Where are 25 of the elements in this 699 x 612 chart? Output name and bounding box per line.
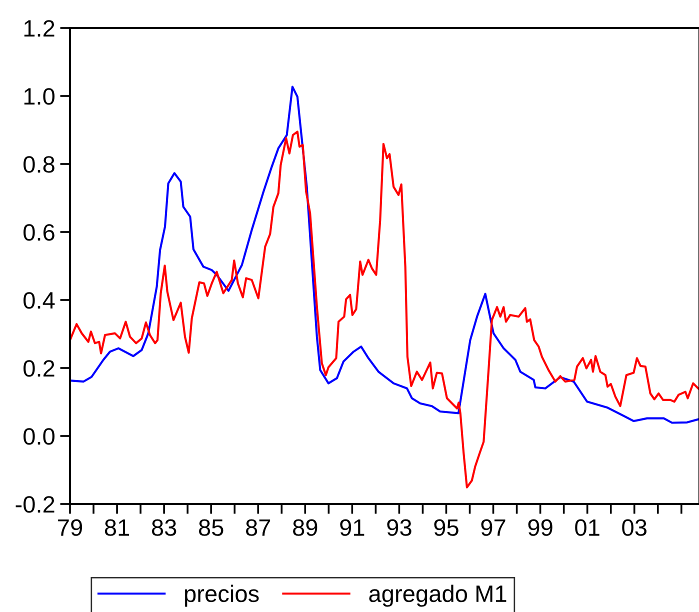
- legend-label: agregado M1: [369, 584, 506, 607]
- y-tick-label: 0.6: [24, 224, 54, 241]
- y-tick-label: 0.4: [24, 292, 55, 309]
- line-series: [70, 86, 699, 424]
- y-tick-label: 1.2: [24, 20, 54, 37]
- y-tick-label: 0.8: [24, 156, 54, 173]
- line-series: [70, 130, 699, 488]
- x-tick-label: 85: [198, 519, 224, 536]
- y-tick-label: -0.2: [16, 496, 54, 513]
- x-tick-label: 91: [340, 519, 364, 536]
- x-tick-label: 01: [575, 519, 600, 536]
- x-tick-label: 83: [152, 519, 176, 536]
- y-tick-label: 0.0: [24, 428, 54, 445]
- x-tick-label: 87: [246, 519, 270, 536]
- x-tick-label: 03: [622, 519, 646, 536]
- x-tick-label: 81: [104, 519, 130, 536]
- x-tick-label: 99: [528, 519, 552, 536]
- x-tick-label: 97: [481, 519, 506, 536]
- x-tick-label: 95: [434, 519, 458, 536]
- y-tick-label: 0.2: [24, 360, 54, 377]
- legend-label: precios: [185, 584, 259, 607]
- x-tick-label: 89: [293, 519, 318, 536]
- x-tick-label: 93: [387, 519, 412, 536]
- x-tick-label: 79: [58, 519, 82, 536]
- y-tick-label: 1.0: [24, 88, 54, 105]
